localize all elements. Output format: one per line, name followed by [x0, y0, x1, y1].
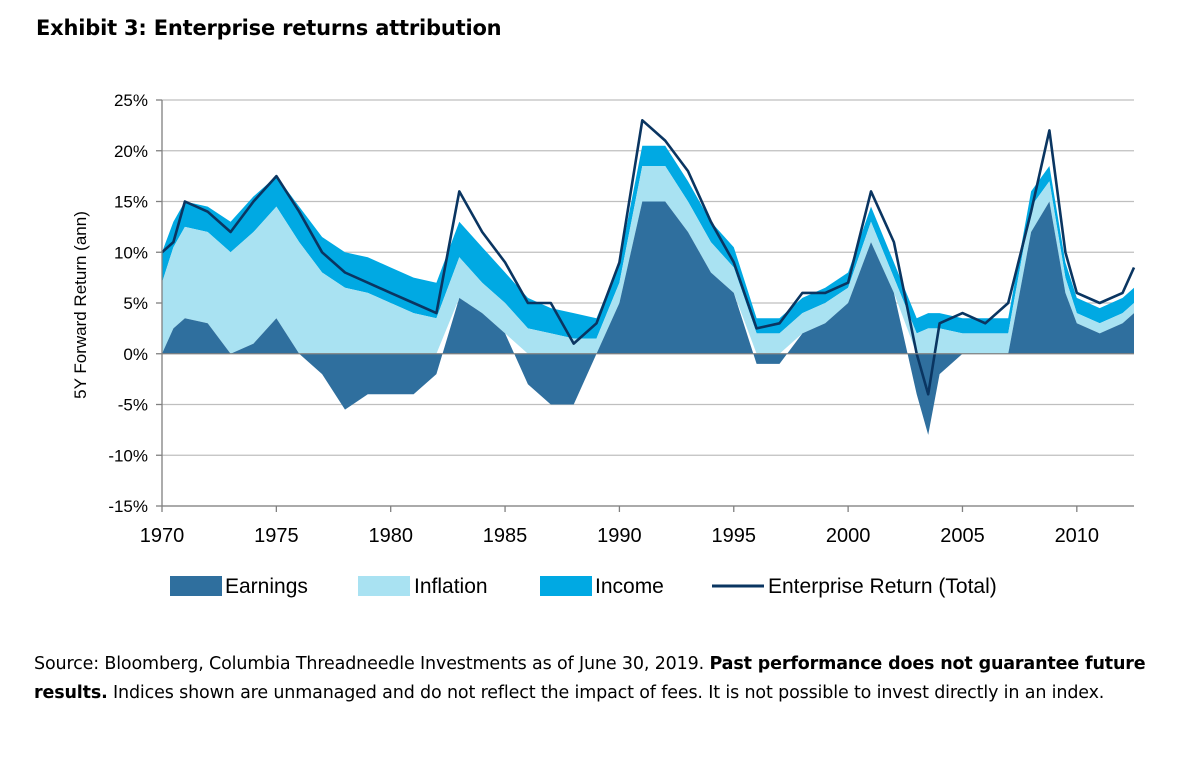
enterprise-return-line	[161, 119, 1136, 396]
legend-swatch	[170, 576, 222, 596]
y-tick-label: 10%	[114, 243, 148, 262]
source-text-2: Indices shown are unmanaged and do not r…	[107, 683, 1105, 703]
y-tick-label: -5%	[118, 396, 148, 415]
x-tick-label: 2000	[826, 525, 871, 547]
source-note: Source: Bloomberg, Columbia Threadneedle…	[34, 650, 1154, 708]
y-axis-label: 5Y Forward Return (ann)	[71, 211, 90, 399]
source-text: Source: Bloomberg, Columbia Threadneedle…	[34, 654, 710, 674]
legend-label: Inflation	[414, 575, 488, 598]
inflation-area	[162, 166, 1134, 354]
chart: 25% 20% 15% 10% 5% 0% -5% -10% -15% 1970 1975 1980…	[71, 91, 1136, 598]
legend-swatch	[358, 576, 410, 596]
axes	[156, 99, 1134, 512]
y-tick-label: 20%	[114, 142, 148, 161]
y-tick-label: 15%	[114, 193, 148, 212]
x-tick-label: 2010	[1055, 525, 1100, 547]
legend-swatch	[540, 576, 592, 596]
legend: Earnings Inflation Income Enterprise Return…	[170, 575, 997, 598]
earnings-area	[162, 201, 1134, 435]
x-tick-label: 1990	[597, 525, 642, 547]
y-tick-label: -15%	[108, 497, 148, 516]
income-area	[162, 145, 1134, 339]
y-tick-label: 25%	[114, 91, 148, 110]
x-tick-label: 1985	[483, 525, 528, 547]
chart-title: Exhibit 3: Enterprise returns attributio…	[36, 16, 502, 40]
x-tick-label: 2005	[940, 525, 985, 547]
x-tick-label: 1975	[254, 525, 299, 547]
legend-label: Enterprise Return (Total)	[768, 575, 997, 598]
x-tick-label: 1995	[712, 525, 757, 547]
x-tick-label: 1970	[140, 525, 185, 547]
legend-label: Income	[595, 575, 664, 598]
y-tick-label: -10%	[108, 446, 148, 465]
x-tick-labels: 1970 1975 1980 1985 1990 1995 2000 2005 2010	[140, 525, 1099, 547]
y-tick-label: 0%	[123, 345, 148, 364]
x-tick-label: 1980	[368, 525, 413, 547]
y-tick-label: 5%	[123, 294, 148, 313]
legend-label: Earnings	[225, 575, 308, 598]
y-tick-labels: 25% 20% 15% 10% 5% 0% -5% -10% -15%	[108, 91, 148, 516]
source-disclaimer-bold: Past performance does not guarantee futu…	[34, 654, 1146, 703]
plot-areas	[161, 119, 1136, 435]
